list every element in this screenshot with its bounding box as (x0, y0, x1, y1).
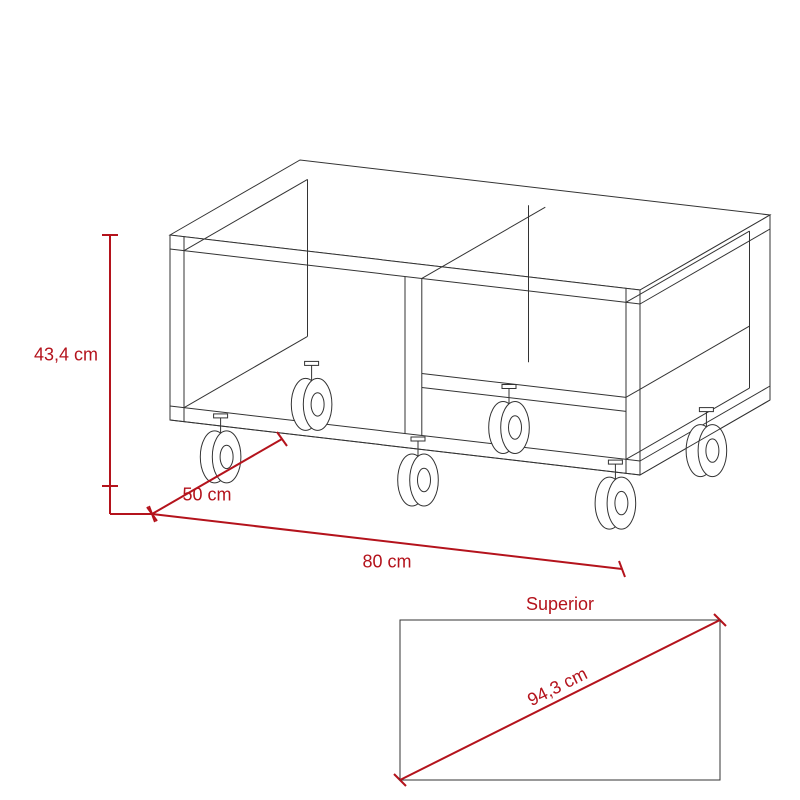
topview-title: Superior (526, 594, 594, 614)
dim-depth-label: 50 cm (182, 485, 231, 505)
dim-diagonal-label: 94,3 cm (524, 663, 590, 710)
dim-height-label: 43,4 cm (34, 345, 98, 365)
dim-width-label: 80 cm (362, 552, 411, 572)
